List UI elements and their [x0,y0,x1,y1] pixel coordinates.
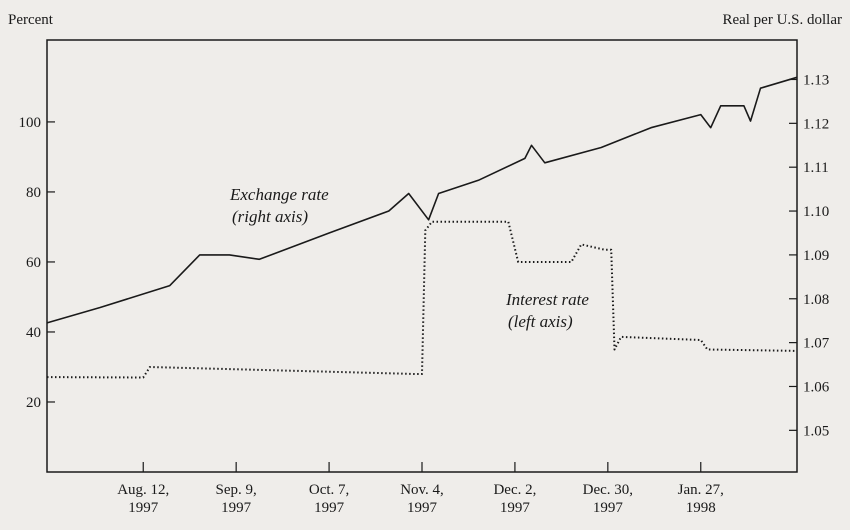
y2-tick-label: 1.12 [803,116,829,132]
y-axis-label: Percent [8,12,54,28]
x-tick-label-line: Oct. 7, [309,482,349,498]
x-tick-label: Sep. 9, 1997 [216,482,257,516]
y2-tick-label: 1.11 [803,160,829,176]
y2-tick-label: 1.13 [803,72,829,88]
y-tick-label: 60 [26,255,41,271]
x-tick-label-line: 1997 [221,500,252,516]
series-line [46,220,798,379]
x-tick-label-line: Aug. 12, [117,482,169,498]
x-tick-label: Jan. 27, 1998 [678,482,724,516]
y2-tick-label: 1.08 [803,292,829,308]
x-tick-label-line: Sep. 9, [216,482,257,498]
x-tick-label-line: Dec. 2, [493,482,536,498]
x-tick-label-line: Jan. 27, [678,482,724,498]
y-tick-label: 100 [19,115,42,131]
y2-axis-label: Real per U.S. dollar [722,12,842,28]
y-tick-label: 80 [26,185,41,201]
y-tick-label: 20 [26,395,41,411]
x-tick-label-line: 1997 [128,500,159,516]
x-tick-label: Aug. 12, 1997 [117,482,169,516]
x-tick-label-line: 1997 [593,500,624,516]
x-tick-label: Dec. 2, 1997 [493,482,536,516]
series-line [46,76,798,324]
x-tick-label: Oct. 7, 1997 [309,482,349,516]
x-tick-label-line: Nov. 4, [400,482,444,498]
x-tick-label-line: 1997 [407,500,438,516]
x-tick-label-line: 1997 [314,500,345,516]
y2-tick-label: 1.10 [803,204,829,220]
x-tick-label: Dec. 30, 1997 [583,482,633,516]
y2-tick-label: 1.05 [803,423,829,439]
annotation: Interest rate (left axis) [505,290,589,331]
x-tick-label-line: Dec. 30, [583,482,633,498]
annotation: Exchange rate (right axis) [229,185,329,226]
x-tick-label-line: 1998 [686,500,716,516]
y2-tick-label: 1.06 [803,379,830,395]
y2-tick-label: 1.07 [803,336,830,352]
y2-tick-label: 1.09 [803,248,829,264]
x-tick-label-line: 1997 [500,500,531,516]
y-tick-label: 40 [26,325,41,341]
x-tick-label: Nov. 4, 1997 [400,482,444,516]
